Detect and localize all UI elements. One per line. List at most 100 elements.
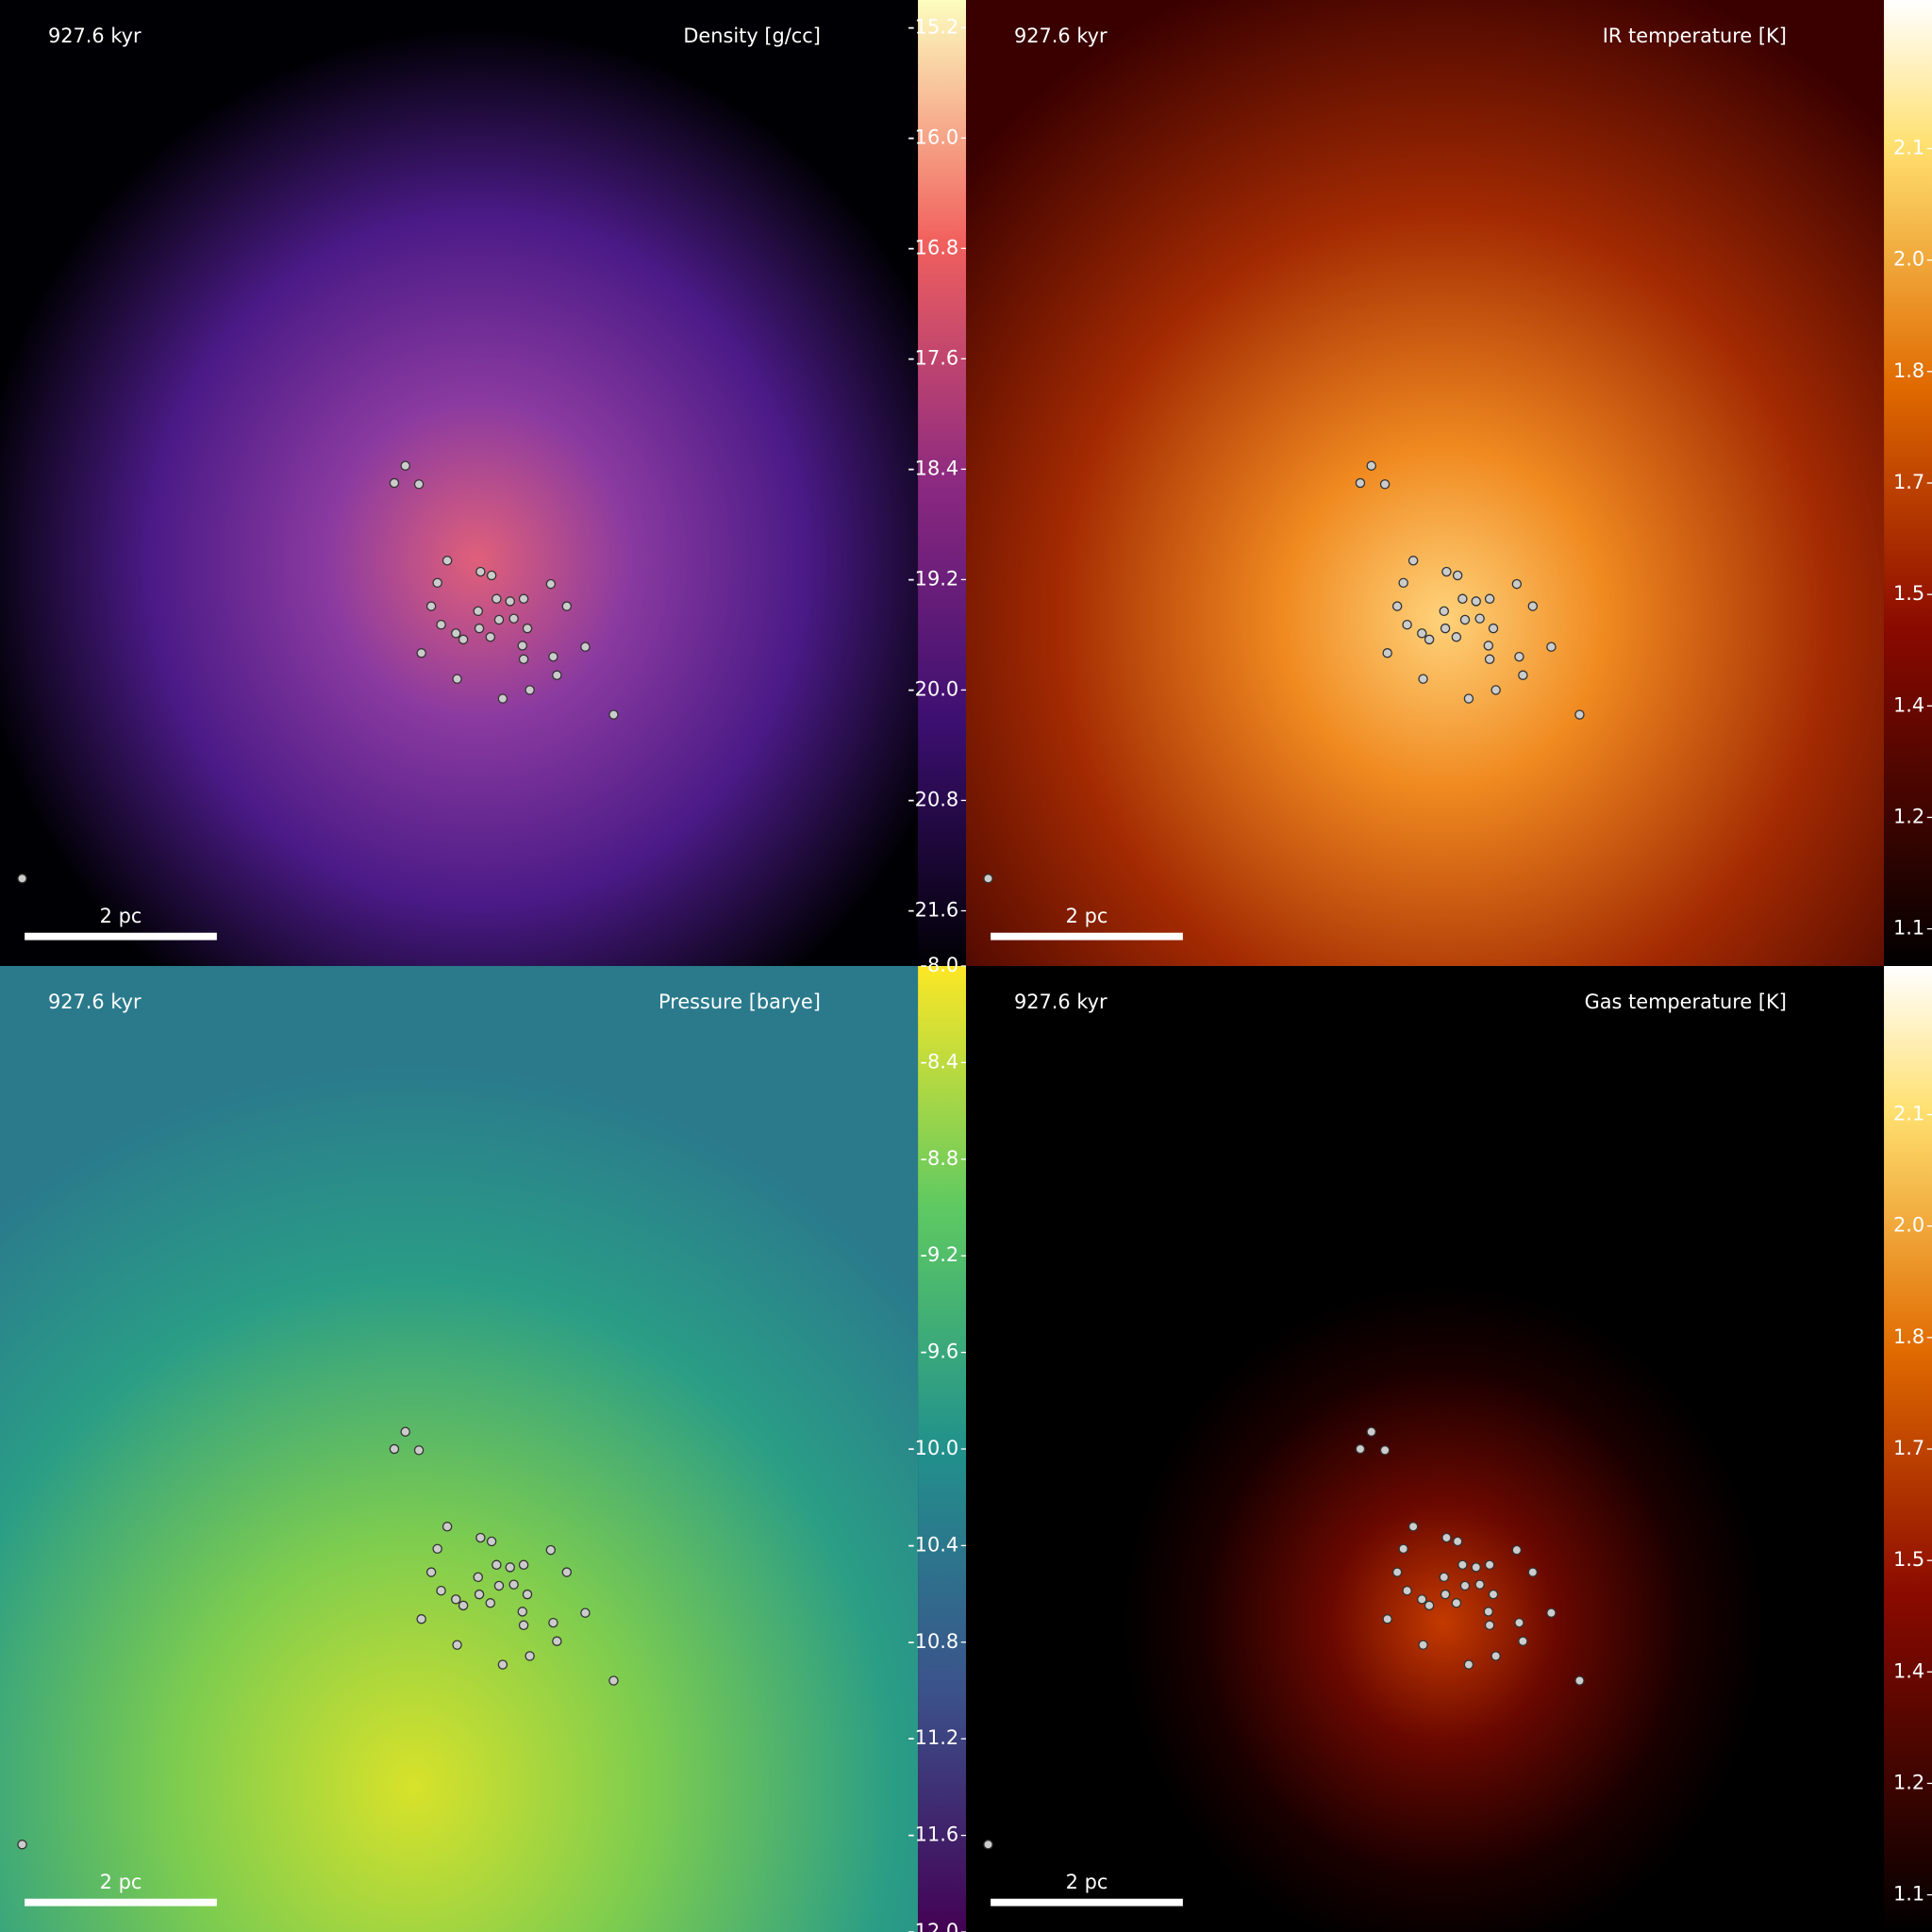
star-marker <box>548 651 558 662</box>
image <box>0 0 919 966</box>
scale-bar-label: 2 pc <box>1066 1871 1108 1893</box>
colorbar-tick-label: -18.4 <box>908 457 958 479</box>
colorbar-tick-label: 2.0 <box>1893 248 1924 271</box>
star-marker <box>983 1840 993 1850</box>
star-marker <box>497 693 508 704</box>
image <box>0 966 919 1932</box>
scale-bar-label: 2 pc <box>100 1871 142 1893</box>
star-marker <box>552 1636 562 1646</box>
star-marker <box>486 570 497 581</box>
star-marker <box>1391 1567 1403 1577</box>
colorbar-tick-label: 1.5 <box>1893 1548 1924 1571</box>
star-marker <box>518 1620 529 1630</box>
colorbar-tick-label: -16.0 <box>908 125 958 148</box>
colorbar <box>918 966 966 1932</box>
star-marker <box>1474 613 1485 624</box>
star-marker <box>474 1589 485 1600</box>
colorbar-tick-label: -10.0 <box>908 1437 958 1459</box>
star-marker <box>475 1532 486 1543</box>
star-marker <box>505 596 515 607</box>
star-marker <box>1483 641 1494 651</box>
star-marker <box>1439 606 1449 617</box>
colorbar-tick-label: -16.8 <box>908 236 958 258</box>
star-marker <box>389 1443 400 1455</box>
star-marker <box>1440 623 1451 634</box>
colorbar <box>1884 0 1932 966</box>
star-marker <box>517 1607 528 1617</box>
panel: 927.6 kyr Gas temperature [K] 2 pc 2.1 2.0 1.… <box>966 966 1932 1932</box>
star-marker <box>1488 623 1499 634</box>
scale-bar <box>991 932 1183 941</box>
star-marker <box>1451 1598 1462 1608</box>
star-marker <box>1484 1620 1495 1630</box>
star-marker <box>416 648 426 658</box>
star-marker <box>1574 709 1585 720</box>
star-marker <box>1355 477 1366 489</box>
colorbar-tick-label: -21.6 <box>908 898 958 921</box>
star-marker <box>1407 556 1419 566</box>
colorbar-tick-label: -8.0 <box>920 954 958 976</box>
star-marker <box>1355 1443 1366 1455</box>
star-marker <box>1379 479 1391 490</box>
star-marker <box>1518 670 1528 680</box>
star-marker <box>497 1659 508 1670</box>
star-marker <box>522 623 533 634</box>
colorbar-tick-label: 1.1 <box>1893 917 1924 940</box>
star-marker <box>1366 460 1376 471</box>
star-marker <box>1452 570 1463 581</box>
star-marker <box>413 479 425 490</box>
colorbar-tick-label: -8.4 <box>920 1050 958 1073</box>
star-marker <box>561 601 573 611</box>
star-marker <box>1574 1675 1585 1686</box>
star-marker <box>473 606 483 617</box>
star-marker <box>1440 1589 1451 1600</box>
star-marker <box>1518 1636 1528 1646</box>
star-marker <box>1527 601 1539 611</box>
scale-bar-label: 2 pc <box>1066 905 1108 927</box>
star-marker <box>1527 1567 1539 1577</box>
star-marker <box>1491 1651 1501 1661</box>
panel: 927.6 kyr Pressure [barye] 2 pc -8.0 -8.4 -8.… <box>0 954 966 1932</box>
colorbar-tick-label: -8.8 <box>920 1147 958 1170</box>
star-marker <box>545 578 557 590</box>
star-marker <box>1366 1426 1376 1437</box>
star-marker <box>1491 685 1501 695</box>
panel-title: Gas temperature [K] <box>1585 991 1787 1013</box>
colorbar-tick-label: -11.6 <box>908 1824 958 1846</box>
star-marker <box>436 1585 446 1596</box>
image <box>966 966 1885 1932</box>
colorbar-tick-label: 2.1 <box>1893 1103 1924 1125</box>
colorbar-tick-label: -19.2 <box>908 567 958 590</box>
panel: 927.6 kyr Density [g/cc] 2 pc -15.2 -16.0 -16… <box>0 0 966 966</box>
star-marker <box>1463 1659 1474 1670</box>
colorbar-tick-label: 1.4 <box>1893 693 1924 716</box>
colorbar-tick-label: 1.4 <box>1893 1659 1924 1682</box>
star-marker <box>1484 1559 1495 1570</box>
star-marker <box>505 1562 515 1573</box>
star-marker <box>458 634 469 645</box>
star-marker <box>1398 1543 1408 1555</box>
star-marker <box>518 654 529 664</box>
star-marker <box>491 1559 502 1570</box>
star-marker <box>1511 578 1523 590</box>
star-marker <box>436 619 446 630</box>
colorbar-tick-label: 1.2 <box>1893 805 1924 827</box>
star-marker <box>432 1543 442 1555</box>
star-marker <box>1398 577 1408 589</box>
colorbar-tick-label: -10.4 <box>908 1533 958 1556</box>
star-marker <box>1459 614 1471 625</box>
star-marker <box>522 1589 533 1600</box>
time-label: 927.6 kyr <box>1014 991 1108 1013</box>
star-marker <box>493 1580 505 1591</box>
star-marker <box>525 1651 535 1661</box>
colorbar-tick-label: 2.1 <box>1893 137 1924 159</box>
star-marker <box>1382 648 1392 658</box>
colorbar-tick-label: -20.0 <box>908 677 958 700</box>
star-marker <box>1546 1607 1557 1618</box>
star-marker <box>473 1572 483 1583</box>
star-marker <box>458 1600 469 1611</box>
star-marker <box>1418 674 1428 684</box>
star-marker <box>1463 693 1474 704</box>
star-marker <box>1402 1585 1412 1596</box>
